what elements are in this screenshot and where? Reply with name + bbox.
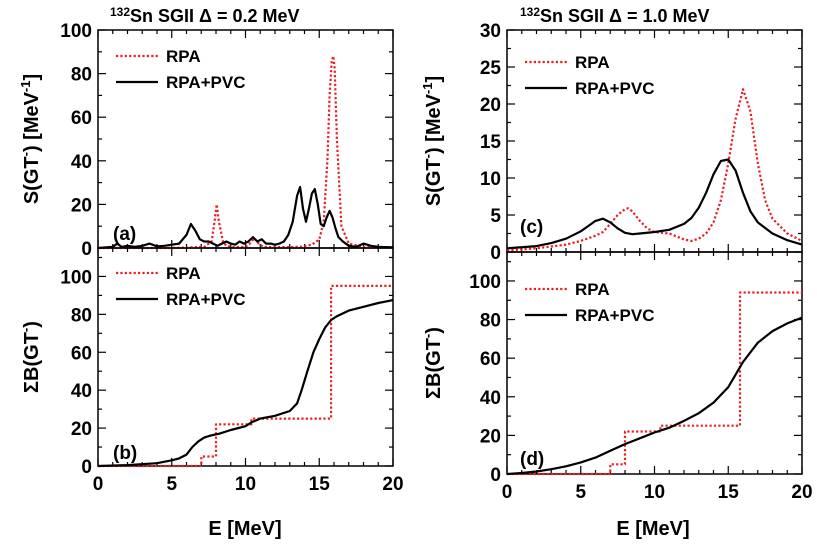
series-line-rpa-pvc [97, 185, 394, 250]
series-line-rpa [507, 291, 802, 476]
y-tick-label: 5 [490, 206, 501, 227]
legend-label: RPA+PVC [166, 290, 246, 309]
y-tick-label: 80 [71, 305, 92, 326]
panel-b: 0 5 10 15 20 0 20 40 60 80 100 RPA RPA+PVC (b) ΣB(GT-) [18, 247, 404, 495]
x-tick-label: 20 [382, 474, 403, 495]
y-axis-label-part: -1 [420, 82, 435, 94]
y-axis-label: ΣB(GT-) [420, 327, 445, 399]
right-title-text: Sn SGII Δ = 1.0 MeV [540, 6, 710, 26]
y-axis-label-part: ΣB(GT [423, 338, 445, 399]
series-line-rpa [98, 55, 394, 250]
y-tick-label: 60 [71, 343, 92, 364]
plot-frame-a [97, 29, 394, 249]
plot-frame-c [506, 29, 803, 253]
y-axis-label-part: -1 [18, 80, 33, 92]
plot-frame-d [506, 251, 803, 475]
y-axis-label-part: ] [21, 74, 43, 81]
y-tick-label: 10 [480, 169, 501, 190]
x-tick-label: 10 [644, 482, 665, 503]
y-axis-label-part: ] [423, 76, 445, 83]
legend-label: RPA [575, 280, 610, 299]
panel-label: (c) [520, 217, 543, 238]
legend-label: RPA [166, 264, 201, 283]
y-tick-label: 100 [60, 267, 92, 288]
y-tick-label: 100 [469, 272, 501, 293]
y-axis-label-part: - [18, 328, 33, 332]
y-tick-label: 15 [480, 132, 502, 153]
y-axis-label-part: ) [MeV [423, 93, 445, 154]
y-axis-label-part: ΣB(GT [21, 332, 43, 393]
x-tick-label: 0 [93, 474, 104, 495]
legend-label: RPA [575, 53, 610, 72]
y-tick-label: 0 [81, 239, 92, 260]
panel-c: 0 5 10 15 20 25 30 RPA RPA+PVC (c) S(GT-) [MeV-1] [420, 21, 803, 264]
y-axis-label: S(GT-) [MeV-1] [420, 76, 445, 206]
y-axis-label: S(GT-) [MeV-1] [18, 74, 43, 204]
y-tick-label: 80 [480, 311, 501, 332]
y-axis-label-part: - [18, 152, 33, 156]
y-axis-label-part: S(GT [21, 156, 43, 204]
y-axis-label-part: ) [423, 327, 445, 334]
y-tick-label: 25 [480, 58, 502, 79]
y-axis-label-part: ) [21, 321, 43, 328]
legend-label: RPA+PVC [575, 79, 655, 98]
y-axis-label: ΣB(GT-) [18, 321, 43, 393]
panel-label: (b) [113, 443, 137, 464]
x-axis-label-left: E [MeV] [208, 518, 281, 540]
x-tick-label: 15 [718, 482, 740, 503]
y-tick-label: 30 [480, 21, 501, 42]
y-tick-label: 40 [71, 152, 92, 173]
left-title-sup: 132 [110, 5, 130, 19]
series-line-rpa-pvc [97, 299, 394, 468]
x-axis-label-right: E [MeV] [616, 518, 689, 540]
left-title: 132Sn SGII Δ = 0.2 MeV [110, 5, 300, 26]
y-tick-label: 0 [490, 465, 501, 486]
panel-a: 0 20 40 60 80 100 RPA RPA+PVC (a) S(GT-) [MeV-1] [18, 21, 394, 260]
y-axis-label-part: - [420, 154, 435, 158]
left-title-text: Sn SGII Δ = 0.2 MeV [130, 6, 300, 26]
legend-label: RPA+PVC [575, 306, 655, 325]
y-tick-label: 0 [490, 243, 501, 264]
y-tick-label: 40 [480, 388, 501, 409]
y-tick-label: 0 [81, 457, 92, 478]
y-axis-label-part: - [420, 334, 435, 338]
legend-label: RPA [166, 47, 201, 66]
y-tick-label: 20 [480, 426, 501, 447]
x-tick-label: 0 [502, 482, 513, 503]
y-tick-label: 60 [480, 349, 501, 370]
right-title: 132Sn SGII Δ = 1.0 MeV [520, 5, 710, 26]
y-tick-label: 40 [71, 381, 92, 402]
y-tick-label: 60 [71, 108, 92, 129]
x-tick-label: 5 [166, 474, 177, 495]
x-tick-label: 5 [575, 482, 586, 503]
x-tick-label: 10 [235, 474, 256, 495]
panel-d: 0 5 10 15 20 0 20 40 60 80 100 RPA RPA+PVC (d) ΣB(GT-) [420, 251, 813, 503]
x-tick-label: 20 [791, 482, 812, 503]
y-tick-label: 100 [60, 21, 92, 42]
panel-label: (a) [113, 224, 136, 245]
series-line-rpa [98, 284, 393, 468]
series-line-rpa-pvc [506, 316, 803, 476]
legend-label: RPA+PVC [166, 73, 246, 92]
y-tick-label: 20 [71, 195, 92, 216]
y-axis-label-part: ) [MeV [21, 91, 43, 152]
series-line-rpa [506, 88, 803, 252]
x-tick-label: 15 [309, 474, 331, 495]
panel-label: (d) [520, 449, 544, 470]
y-axis-label-part: S(GT [423, 158, 445, 206]
series-line-rpa-pvc [506, 158, 803, 250]
y-tick-label: 80 [71, 65, 92, 86]
plot-frame-b [97, 247, 394, 467]
right-title-sup: 132 [520, 5, 540, 19]
y-tick-label: 20 [480, 95, 501, 116]
y-tick-label: 20 [71, 419, 92, 440]
